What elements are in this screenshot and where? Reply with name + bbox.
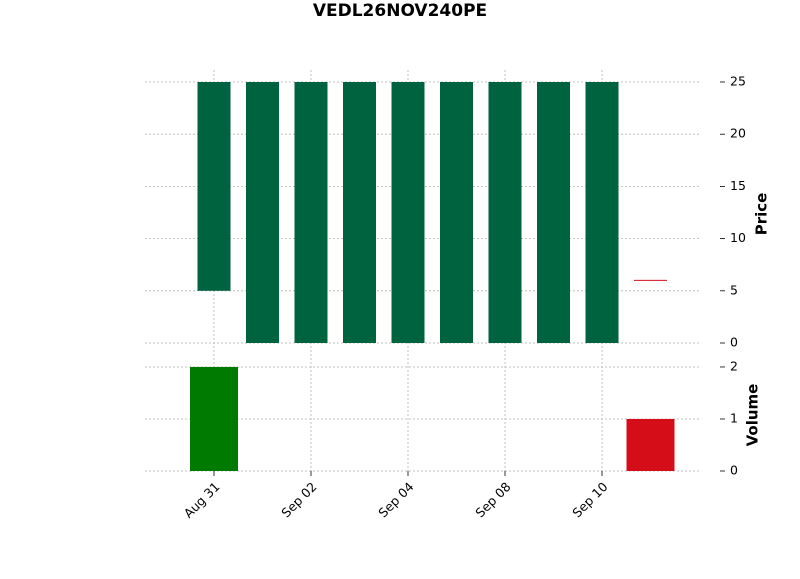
x-tick-label: Sep 10 [569,479,610,520]
x-tick-label: Sep 02 [278,479,319,520]
y-tick-label: 25 [730,74,746,89]
volume-axis-label: Volume [744,384,762,447]
candle-body [488,82,522,343]
candle-body [537,82,570,343]
chart-title: VEDL26NOV240PE [313,1,487,21]
candle-body [294,82,328,343]
y-tick-label: 20 [730,126,746,141]
x-tick-label: Sep 04 [375,479,416,520]
x-tick-label: Aug 31 [181,479,223,521]
y-tick-label: 0 [730,463,738,478]
candle-body [634,279,667,281]
y-tick-label: 5 [730,282,738,297]
volume-bar [626,418,675,471]
candle-body [440,82,473,343]
candle-body [391,82,425,343]
volume-bar [190,366,238,471]
candle-body [246,82,279,343]
y-tick-label: 0 [730,334,738,349]
candle-body [585,82,619,343]
candle-body [197,82,231,291]
y-tick-label: 2 [730,358,738,373]
y-tick-label: 1 [730,410,738,425]
x-tick-label: Sep 08 [472,479,513,520]
candle-body [343,82,376,343]
y-tick-label: 10 [730,230,746,245]
y-tick-label: 15 [730,178,746,193]
y-axis-label: Price [753,193,771,236]
